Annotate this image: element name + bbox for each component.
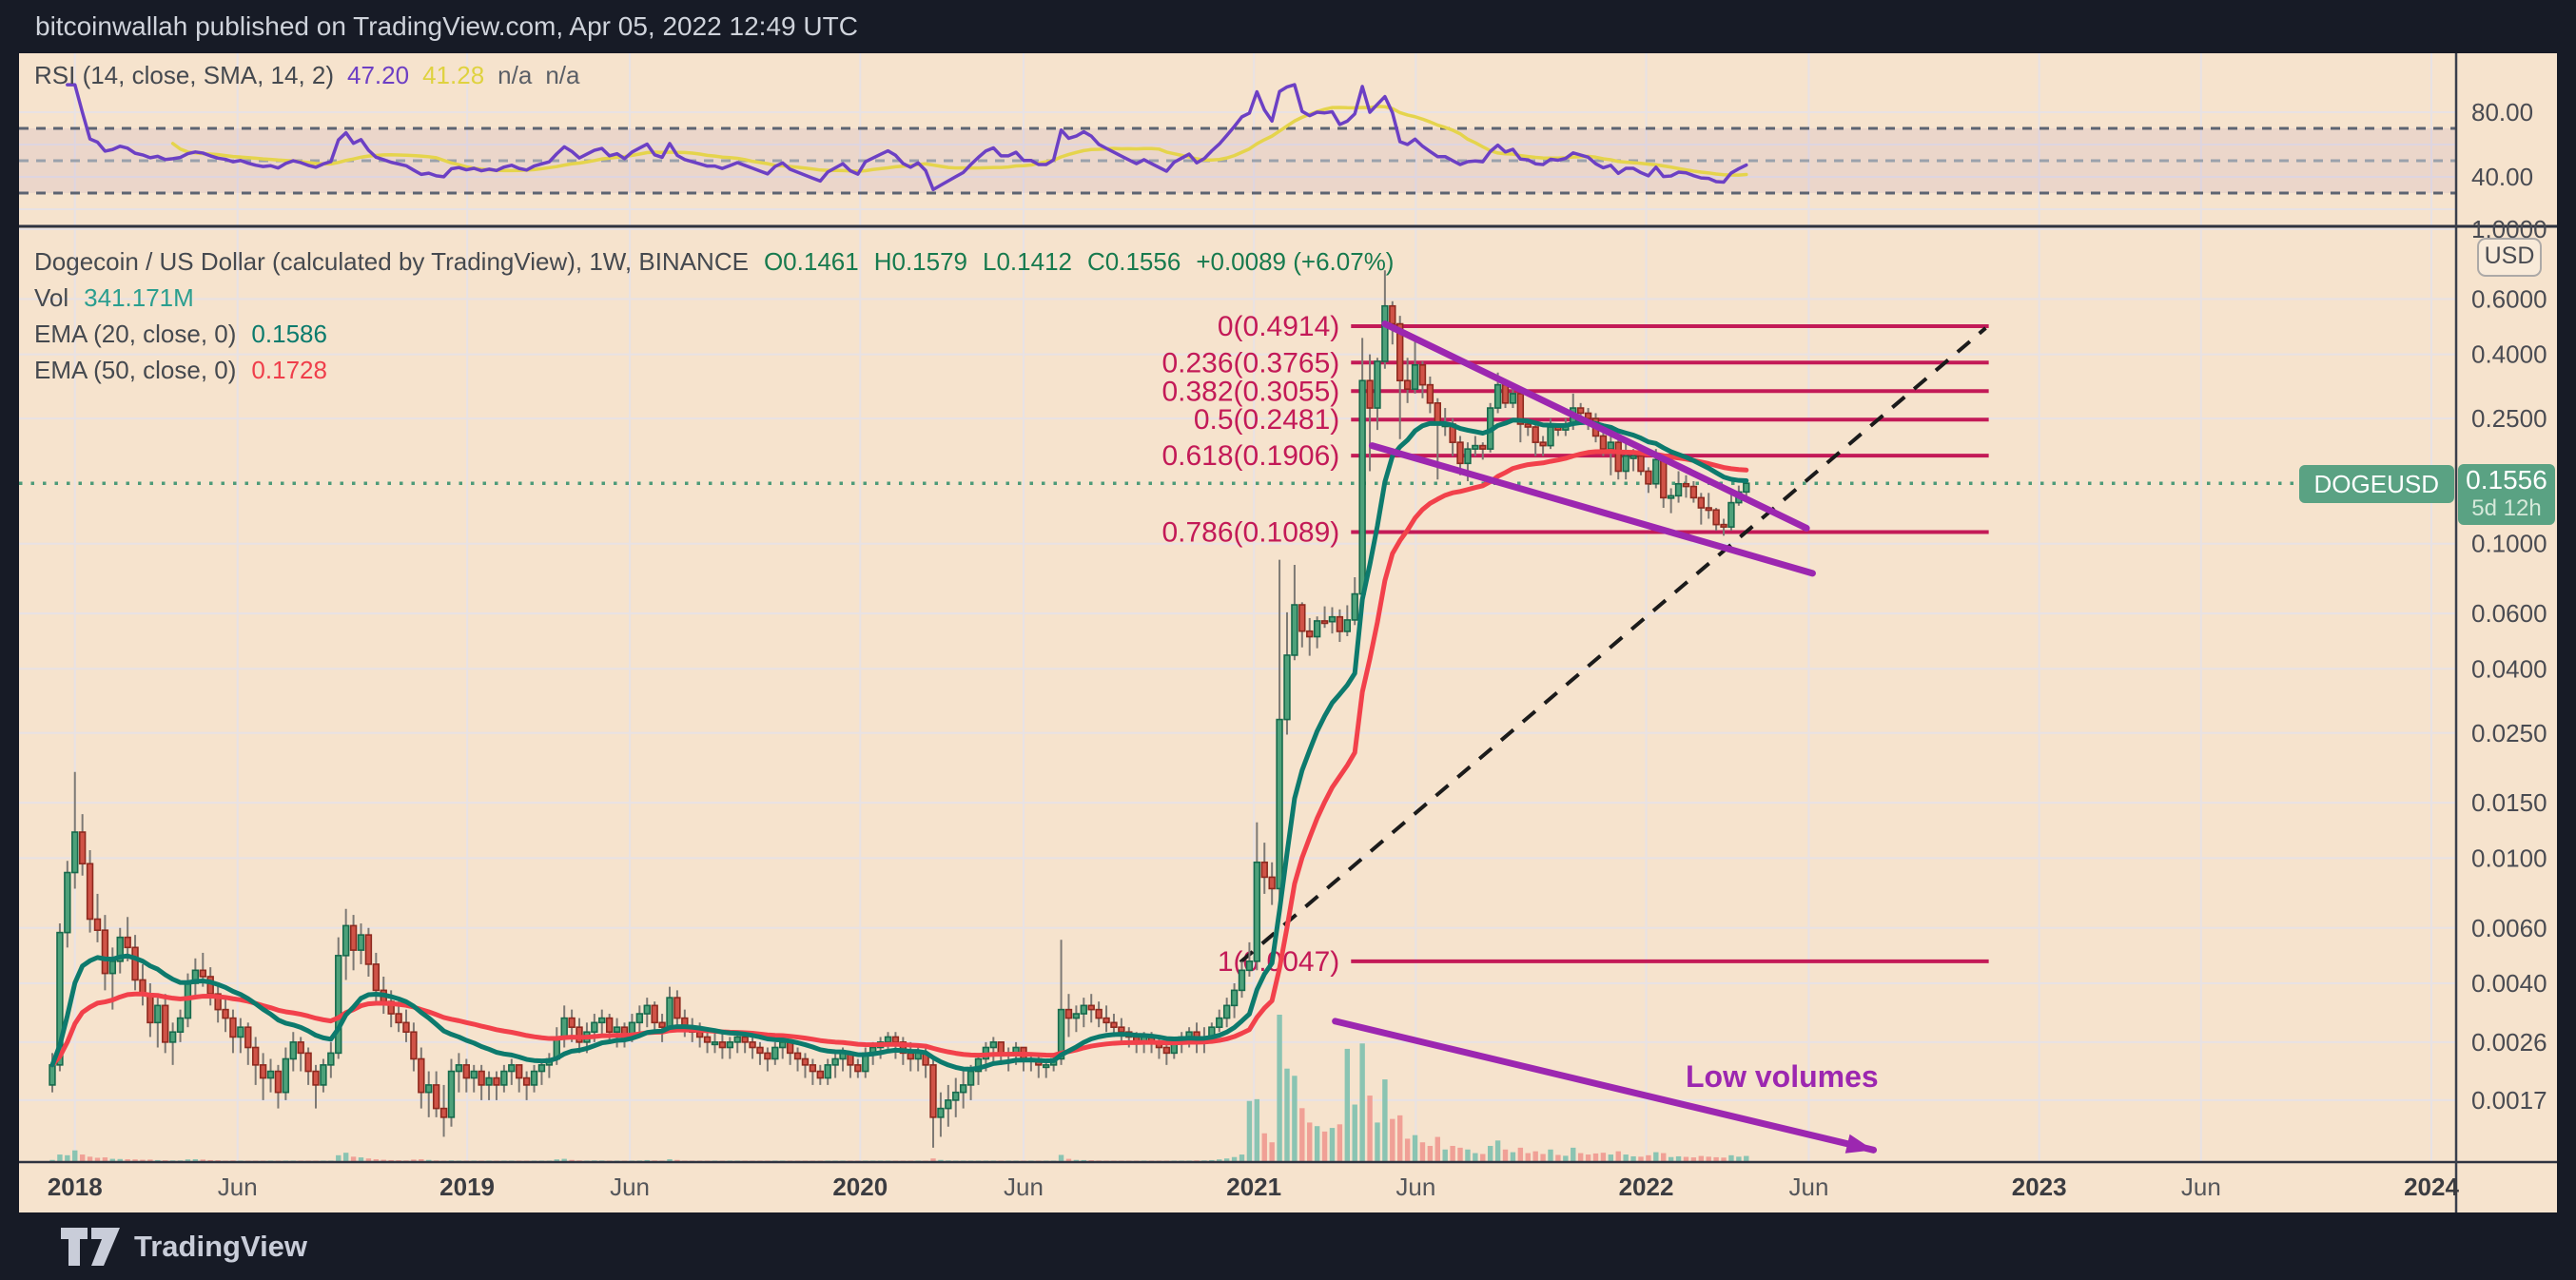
last-price-badge: 0.1556 5d 12h	[2458, 464, 2555, 525]
ema20-value: 0.1586	[251, 320, 327, 348]
price-axis-tick: 0.0600	[2471, 599, 2547, 628]
tradingview-logo-text: TradingView	[134, 1230, 308, 1263]
symbol-price-label-badge: DOGEUSD	[2298, 465, 2454, 503]
ohlc-low: L0.1412	[983, 247, 1072, 276]
price-axis-tick: 0.0400	[2471, 654, 2547, 683]
symbol-legend[interactable]: Dogecoin / US Dollar (calculated by Trad…	[34, 243, 1409, 388]
bottom-brand-bar: TradingView	[0, 1212, 2576, 1280]
currency-chip[interactable]: USD	[2477, 238, 2542, 277]
fib-level-label: 0(0.4914)	[1218, 311, 1339, 342]
volume-value: 341.171M	[84, 283, 194, 312]
gridlines	[19, 53, 2456, 1162]
ema50-label: EMA (50, close, 0)	[34, 356, 237, 384]
chart-shell: 0(0.4914) 0.236(0.3765) 0.382(0.3055) 0.5(0…	[19, 53, 2557, 1212]
price-axis-tick: 0.2500	[2471, 404, 2547, 433]
rsi-axis-tick: 40.00	[2471, 163, 2533, 191]
rsi-legend-label: RSI (14, close, SMA, 14, 2)	[34, 61, 335, 89]
rsi-legend[interactable]: RSI (14, close, SMA, 14, 2) 47.20 41.28 n/a…	[34, 61, 593, 90]
volume-label: Vol	[34, 283, 69, 312]
time-axis-tick: Jun	[218, 1173, 258, 1201]
time-axis-tick: 2024	[2404, 1173, 2459, 1201]
fibonacci-retracement: 0(0.4914) 0.236(0.3765)0.382(0.3055)0.5(0…	[1161, 311, 1989, 978]
time-axis[interactable]: 2018 Jun 2019 Jun 2020 Jun 2021 Jun 2022 Jun 2023 J…	[48, 1173, 2460, 1201]
time-axis-tick: 2018	[48, 1173, 103, 1201]
fib-level-label: 0.618(0.1906)	[1161, 440, 1339, 472]
fib-level-label: 0.236(0.3765)	[1161, 347, 1339, 378]
publish-header: bitcoinwallah published on TradingView.c…	[0, 0, 2576, 53]
time-axis-tick: 2021	[1226, 1173, 1281, 1201]
chart-canvas[interactable]: 0(0.4914) 0.236(0.3765)0.382(0.3055)0.5(0…	[19, 53, 2557, 1212]
trendlines	[1332, 320, 1878, 1154]
time-axis-tick: 2020	[832, 1173, 888, 1201]
time-axis-tick: Jun	[1789, 1173, 1829, 1201]
volume-row: Vol 341.171M	[34, 280, 1409, 316]
fib-level-label: 0.786(0.1089)	[1161, 516, 1339, 548]
ohlc-change: +0.0089 (+6.07%)	[1196, 247, 1395, 276]
price-axis-tick: 0.0060	[2471, 914, 2547, 942]
time-axis-tick: Jun	[2181, 1173, 2221, 1201]
rsi-na2: n/a	[545, 61, 580, 89]
ema20-row: EMA (20, close, 0) 0.1586	[34, 316, 1409, 352]
time-axis-tick: 2023	[2012, 1173, 2067, 1201]
pane-separators	[19, 53, 2557, 1212]
time-axis-tick: Jun	[610, 1173, 650, 1201]
dashed-support-trendline	[1239, 326, 1987, 964]
ema20-label: EMA (20, close, 0)	[34, 320, 237, 348]
ohlc-open: O0.1461	[763, 247, 859, 276]
fib-level-label: 0.5(0.2481)	[1194, 404, 1339, 436]
ema50-row: EMA (50, close, 0) 0.1728	[34, 352, 1409, 388]
time-axis-tick: Jun	[1395, 1173, 1435, 1201]
symbol-title: Dogecoin / US Dollar (calculated by Trad…	[34, 247, 749, 276]
rsi-band	[19, 126, 2456, 195]
rsi-line	[66, 83, 1748, 192]
rsi-na1: n/a	[498, 61, 533, 89]
last-price-value: 0.1556	[2466, 465, 2547, 495]
time-axis-tick: 2022	[1619, 1173, 1674, 1201]
price-axis-tick: 0.0150	[2471, 788, 2547, 817]
rsi-ma-value: 41.28	[422, 61, 485, 89]
ema50-value: 0.1728	[251, 356, 327, 384]
volume-bars	[49, 1015, 1749, 1162]
ema-50-line	[49, 449, 1749, 1068]
price-axis-tick: 0.6000	[2471, 284, 2547, 313]
price-axis-tick: 0.4000	[2471, 340, 2547, 369]
rsi-value: 47.20	[347, 61, 410, 89]
fib-level-label: 0.382(0.3055)	[1161, 376, 1339, 407]
price-axis-tick: 0.1000	[2471, 530, 2547, 558]
rsi-axis-tick: 80.00	[2471, 98, 2533, 126]
arrowhead	[1844, 1134, 1874, 1154]
tradingview-logo-icon	[61, 1228, 120, 1266]
time-axis-tick: 2019	[439, 1173, 495, 1201]
price-axis-tick: 0.0026	[2471, 1028, 2547, 1057]
symbol-title-row: Dogecoin / US Dollar (calculated by Trad…	[34, 243, 1409, 280]
tradingview-logo[interactable]: TradingView	[61, 1226, 307, 1268]
price-axis-tick: 0.0040	[2471, 969, 2547, 998]
price-axis-tick: 0.0250	[2471, 719, 2547, 747]
ohlc-close: C0.1556	[1087, 247, 1181, 276]
publish-header-text: bitcoinwallah published on TradingView.c…	[35, 11, 858, 41]
rsi-sma-line	[170, 105, 1748, 177]
low-volumes-annotation: Low volumes	[1686, 1059, 1879, 1094]
time-axis-tick: Jun	[1004, 1173, 1044, 1201]
price-axis-tick: 0.0017	[2471, 1086, 2547, 1115]
bar-countdown: 5d 12h	[2471, 495, 2542, 521]
ema-20-line	[49, 417, 1749, 1072]
price-axis-tick: 0.0100	[2471, 844, 2547, 872]
ohlc-high: H0.1579	[873, 247, 968, 276]
